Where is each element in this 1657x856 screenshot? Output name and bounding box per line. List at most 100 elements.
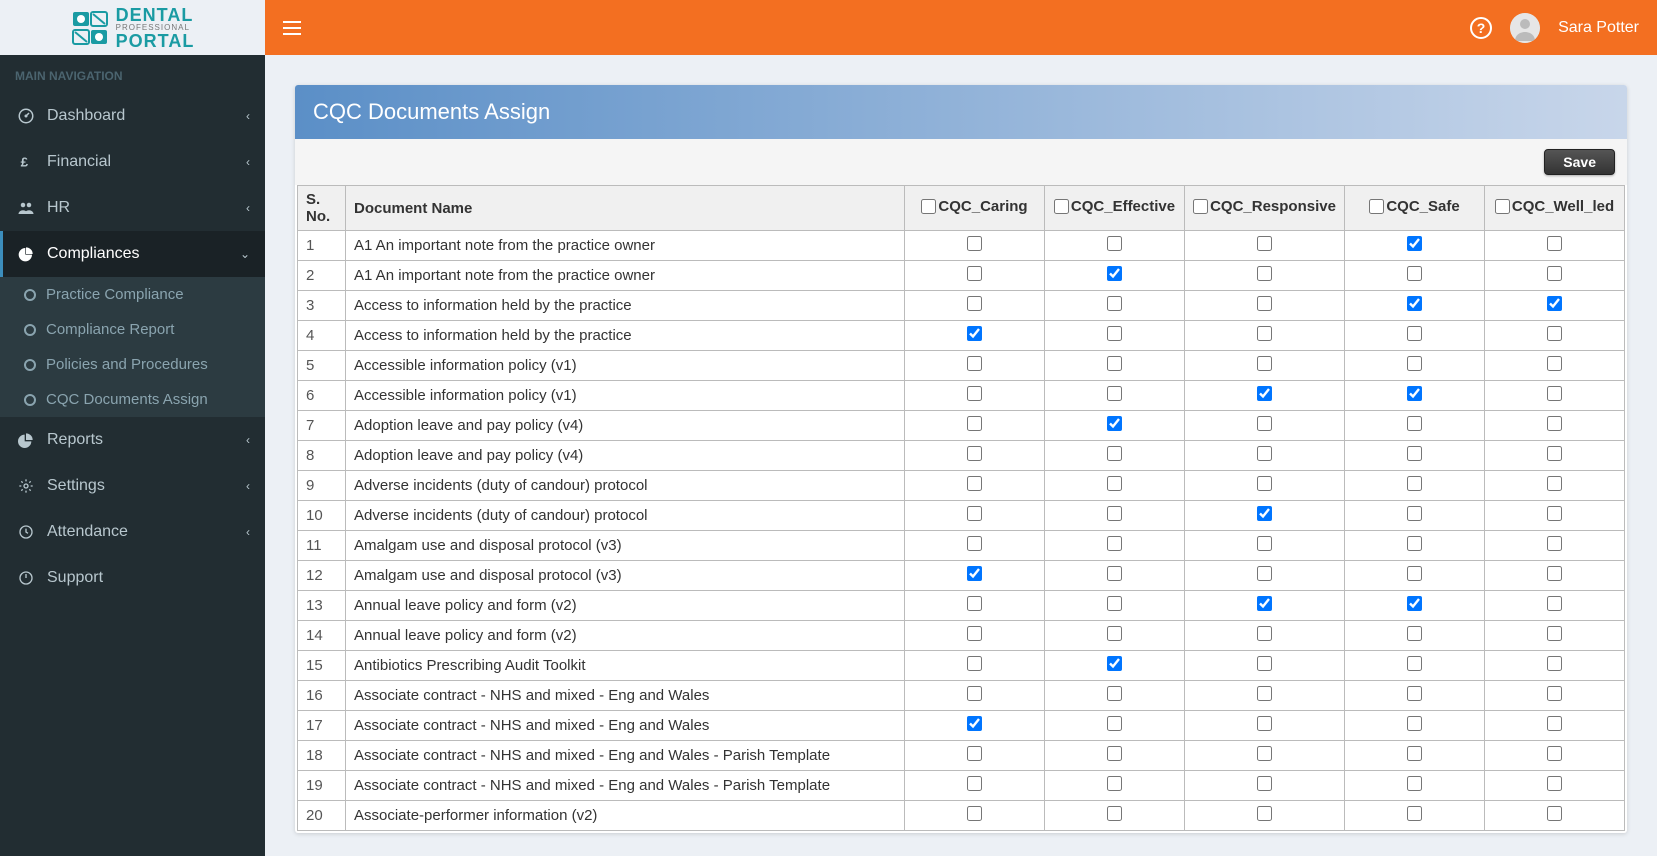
row-checkbox[interactable] <box>1257 506 1272 521</box>
row-checkbox[interactable] <box>967 236 982 251</box>
row-checkbox[interactable] <box>967 356 982 371</box>
sidebar-item-attendance[interactable]: Attendance ‹ <box>0 509 265 555</box>
row-checkbox[interactable] <box>1257 536 1272 551</box>
header-check-well-led[interactable] <box>1495 199 1510 214</box>
row-checkbox[interactable] <box>1107 746 1122 761</box>
row-checkbox[interactable] <box>967 386 982 401</box>
row-checkbox[interactable] <box>967 416 982 431</box>
row-checkbox[interactable] <box>967 506 982 521</box>
row-checkbox[interactable] <box>1107 566 1122 581</box>
row-checkbox[interactable] <box>1107 686 1122 701</box>
row-checkbox[interactable] <box>967 476 982 491</box>
row-checkbox[interactable] <box>1547 446 1562 461</box>
row-checkbox[interactable] <box>967 626 982 641</box>
row-checkbox[interactable] <box>1407 806 1422 821</box>
row-checkbox[interactable] <box>1107 716 1122 731</box>
row-checkbox[interactable] <box>1257 656 1272 671</box>
row-checkbox[interactable] <box>1407 626 1422 641</box>
row-checkbox[interactable] <box>967 266 982 281</box>
save-button[interactable]: Save <box>1544 149 1615 175</box>
sidebar-item-financial[interactable]: £ Financial ‹ <box>0 139 265 185</box>
row-checkbox[interactable] <box>1407 296 1422 311</box>
row-checkbox[interactable] <box>1257 626 1272 641</box>
row-checkbox[interactable] <box>1407 266 1422 281</box>
row-checkbox[interactable] <box>1107 296 1122 311</box>
avatar[interactable] <box>1510 13 1540 43</box>
row-checkbox[interactable] <box>1547 386 1562 401</box>
header-check-responsive[interactable] <box>1193 199 1208 214</box>
row-checkbox[interactable] <box>1407 476 1422 491</box>
row-checkbox[interactable] <box>1547 746 1562 761</box>
row-checkbox[interactable] <box>1407 776 1422 791</box>
row-checkbox[interactable] <box>1107 236 1122 251</box>
row-checkbox[interactable] <box>1547 656 1562 671</box>
row-checkbox[interactable] <box>1257 386 1272 401</box>
row-checkbox[interactable] <box>1547 416 1562 431</box>
row-checkbox[interactable] <box>967 746 982 761</box>
row-checkbox[interactable] <box>1257 356 1272 371</box>
row-checkbox[interactable] <box>1547 716 1562 731</box>
header-check-caring[interactable] <box>921 199 936 214</box>
row-checkbox[interactable] <box>1547 806 1562 821</box>
row-checkbox[interactable] <box>967 536 982 551</box>
row-checkbox[interactable] <box>967 296 982 311</box>
row-checkbox[interactable] <box>1407 656 1422 671</box>
sub-item-policies-procedures[interactable]: Policies and Procedures <box>0 347 265 382</box>
row-checkbox[interactable] <box>1547 776 1562 791</box>
row-checkbox[interactable] <box>1257 236 1272 251</box>
row-checkbox[interactable] <box>967 776 982 791</box>
row-checkbox[interactable] <box>1107 806 1122 821</box>
row-checkbox[interactable] <box>1107 446 1122 461</box>
row-checkbox[interactable] <box>1407 356 1422 371</box>
row-checkbox[interactable] <box>1547 506 1562 521</box>
row-checkbox[interactable] <box>1257 326 1272 341</box>
row-checkbox[interactable] <box>1547 296 1562 311</box>
row-checkbox[interactable] <box>967 686 982 701</box>
row-checkbox[interactable] <box>1547 236 1562 251</box>
username[interactable]: Sara Potter <box>1558 19 1639 37</box>
row-checkbox[interactable] <box>1107 776 1122 791</box>
row-checkbox[interactable] <box>1547 596 1562 611</box>
row-checkbox[interactable] <box>967 596 982 611</box>
row-checkbox[interactable] <box>1107 656 1122 671</box>
row-checkbox[interactable] <box>967 326 982 341</box>
row-checkbox[interactable] <box>1107 356 1122 371</box>
row-checkbox[interactable] <box>1107 266 1122 281</box>
menu-toggle-icon[interactable] <box>283 21 301 35</box>
row-checkbox[interactable] <box>1107 416 1122 431</box>
row-checkbox[interactable] <box>1257 296 1272 311</box>
sidebar-item-hr[interactable]: HR ‹ <box>0 185 265 231</box>
row-checkbox[interactable] <box>1407 386 1422 401</box>
logo[interactable]: DENTAL PROFESSIONAL PORTAL <box>71 6 195 50</box>
row-checkbox[interactable] <box>1407 236 1422 251</box>
row-checkbox[interactable] <box>1547 266 1562 281</box>
row-checkbox[interactable] <box>1407 416 1422 431</box>
sidebar-item-compliances[interactable]: Compliances ⌄ <box>0 231 265 277</box>
row-checkbox[interactable] <box>1257 776 1272 791</box>
header-check-effective[interactable] <box>1054 199 1069 214</box>
row-checkbox[interactable] <box>1407 326 1422 341</box>
row-checkbox[interactable] <box>1257 476 1272 491</box>
row-checkbox[interactable] <box>967 656 982 671</box>
row-checkbox[interactable] <box>967 566 982 581</box>
row-checkbox[interactable] <box>1407 716 1422 731</box>
sub-item-practice-compliance[interactable]: Practice Compliance <box>0 277 265 312</box>
row-checkbox[interactable] <box>1107 326 1122 341</box>
row-checkbox[interactable] <box>1107 626 1122 641</box>
row-checkbox[interactable] <box>967 806 982 821</box>
row-checkbox[interactable] <box>1547 686 1562 701</box>
row-checkbox[interactable] <box>1257 806 1272 821</box>
row-checkbox[interactable] <box>1107 506 1122 521</box>
row-checkbox[interactable] <box>1547 566 1562 581</box>
row-checkbox[interactable] <box>1257 416 1272 431</box>
row-checkbox[interactable] <box>1547 326 1562 341</box>
row-checkbox[interactable] <box>1257 596 1272 611</box>
row-checkbox[interactable] <box>1407 746 1422 761</box>
row-checkbox[interactable] <box>967 716 982 731</box>
sidebar-item-settings[interactable]: Settings ‹ <box>0 463 265 509</box>
sub-item-cqc-documents-assign[interactable]: CQC Documents Assign <box>0 382 265 417</box>
row-checkbox[interactable] <box>1107 386 1122 401</box>
sidebar-item-dashboard[interactable]: Dashboard ‹ <box>0 93 265 139</box>
row-checkbox[interactable] <box>1257 566 1272 581</box>
row-checkbox[interactable] <box>1407 446 1422 461</box>
